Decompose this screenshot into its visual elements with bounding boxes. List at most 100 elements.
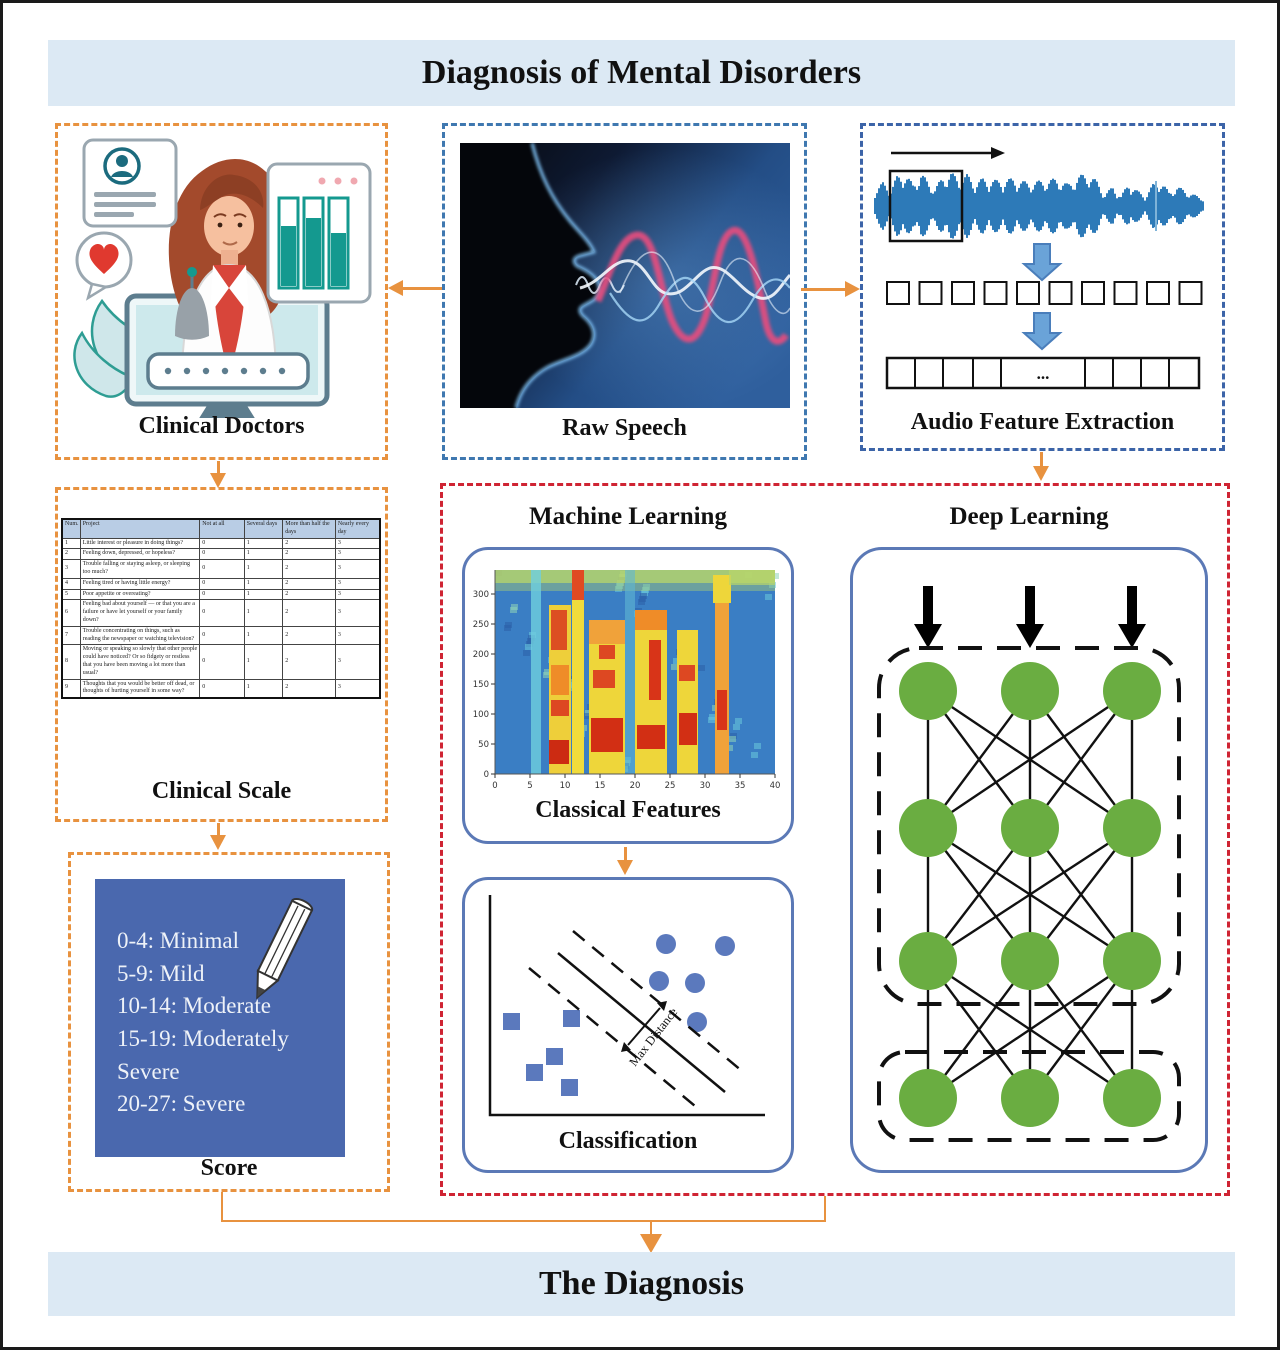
wave-small	[575, 276, 625, 294]
classification-card: Max Distance Classification	[462, 877, 794, 1173]
scale-table-row: 3 Trouble falling or staying asleep, or s…	[61, 559, 381, 579]
svm-margin-arrow	[627, 1007, 661, 1046]
svg-text:35: 35	[735, 781, 746, 791]
scale-table-row: 8 Moving or speaking so slowly that other…	[61, 644, 381, 680]
score-card: 0-4: Minimal 5-9: Mild 10-14: Moderate 1…	[95, 879, 345, 1157]
frame-square	[1113, 281, 1138, 305]
wave-white	[579, 259, 790, 300]
network-node	[1001, 932, 1059, 990]
score-line: 15-19: Moderately Severe	[117, 1025, 289, 1084]
arrowhead-down	[617, 860, 633, 875]
frame-square	[886, 281, 910, 305]
page-title: Diagnosis of Mental Disorders	[48, 40, 1235, 106]
connector-mldl-down	[824, 1196, 826, 1222]
network-node	[1103, 932, 1161, 990]
down-arrow-icon	[1021, 312, 1063, 351]
phq9-table: Num. Project Not at all Several days More th…	[61, 518, 381, 700]
classical-features-label: Classical Features	[535, 797, 721, 823]
doctor-fringe	[200, 174, 264, 210]
connector-features-classification	[624, 847, 627, 861]
frame-square	[983, 281, 1008, 305]
svg-text:200: 200	[473, 650, 489, 660]
network-node	[899, 932, 957, 990]
scale-column-header: Num.	[61, 518, 81, 539]
pestle-icon	[175, 288, 209, 340]
wave-pink	[594, 226, 789, 345]
scale-table-row: 7 Trouble concentrating on things, such a…	[61, 625, 381, 646]
connector-scale-score	[217, 823, 220, 836]
scale-table-row: 6 Feeling bad about yourself — or that yo…	[61, 599, 381, 627]
ellipsis-text: ...	[1037, 364, 1050, 383]
spectrogram-xticks: 0 5 10 15 20 25 30 35 40	[492, 781, 780, 791]
clinical-doctors-illustration	[73, 138, 372, 418]
svm-hyperplane	[557, 952, 726, 1093]
svg-text:5: 5	[527, 781, 532, 791]
frame-square	[951, 281, 975, 305]
network-node	[1001, 1069, 1059, 1127]
scale-table-row: 5 Poor appetite or overeating? 0 1 2 3	[61, 588, 381, 601]
network-node	[1103, 662, 1161, 720]
svm-circles	[649, 934, 735, 1032]
diagnosis-banner: The Diagnosis	[48, 1252, 1235, 1316]
monitor-stand	[199, 404, 255, 418]
clinical-doctors-label: Clinical Doctors	[138, 413, 305, 439]
connector-afe-mldl	[1040, 452, 1043, 467]
svm-plot: Max Distance	[488, 895, 765, 1117]
input-arrows	[914, 586, 1146, 648]
network-node	[899, 662, 957, 720]
network-node	[1001, 662, 1059, 720]
network-nodes	[899, 662, 1161, 1127]
scale-table-row: 9 Thoughts that you would be better off d…	[61, 678, 381, 699]
svm-margin-upper	[572, 930, 743, 1072]
deep-learning-heading: Deep Learning	[949, 503, 1109, 530]
frame-square	[1016, 281, 1040, 305]
network-node	[1103, 799, 1161, 857]
scale-column-header: Not at all	[199, 518, 245, 539]
svg-text:250: 250	[473, 620, 489, 630]
connector-diagnosis-stem	[650, 1222, 652, 1234]
connector-to-doctors	[402, 287, 442, 290]
arrowhead-down	[640, 1234, 662, 1253]
machine-learning-heading: Machine Learning	[529, 503, 727, 530]
leaf-icon	[73, 330, 136, 398]
audio-feature-extraction-diagram: ...	[874, 147, 1204, 390]
doctor-face	[204, 196, 254, 256]
score-line: 5-9: Mild	[117, 960, 205, 986]
scale-column-header: More than half the days	[282, 518, 336, 539]
svm-margin-lower	[528, 967, 696, 1107]
classical-features-card: 0 50 100 150 200 250 300 0 5 10 15 20 25…	[462, 547, 794, 844]
down-arrow-icon	[1021, 243, 1063, 282]
face-silhouette	[460, 143, 600, 408]
network-node	[899, 1069, 957, 1127]
classification-label: Classification	[558, 1128, 698, 1154]
score-box: 0-4: Minimal 5-9: Mild 10-14: Moderate 1…	[68, 852, 390, 1192]
feature-vector	[885, 356, 1201, 390]
svg-text:150: 150	[473, 680, 489, 690]
svg-text:25: 25	[665, 781, 676, 791]
frame-square	[918, 281, 943, 305]
arrowhead-right	[845, 281, 860, 297]
spectrogram: 0 50 100 150 200 250 300 0 5 10 15 20 25…	[473, 570, 780, 791]
arrowhead-down	[1033, 466, 1049, 481]
svm-squares	[503, 1010, 580, 1096]
connector-merge-horizontal	[221, 1220, 826, 1222]
scale-column-header: Several days	[243, 518, 284, 539]
doctor-neck	[221, 250, 238, 265]
arrowhead-down	[210, 835, 226, 850]
svg-text:20: 20	[630, 781, 641, 791]
scale-table-row: 2 Feeling down, depressed, or hopeless? 0 1…	[61, 548, 381, 561]
network-node	[1103, 1069, 1161, 1127]
clinical-scale-box: Num. Project Not at all Several days More th…	[55, 487, 388, 822]
svg-text:0: 0	[484, 770, 489, 780]
heart-icon	[89, 243, 119, 274]
ml-dl-container	[440, 483, 1230, 1196]
window-rect	[888, 169, 964, 243]
raw-speech-box: Raw Speech	[442, 123, 807, 460]
frame-square	[1048, 281, 1073, 305]
score-label: Score	[200, 1155, 258, 1181]
raw-speech-label: Raw Speech	[562, 415, 687, 441]
spectrogram-bands	[495, 570, 775, 774]
svg-text:10: 10	[560, 781, 571, 791]
spectrogram-yticks: 0 50 100 150 200 250 300	[473, 590, 489, 780]
network-node	[1001, 799, 1059, 857]
